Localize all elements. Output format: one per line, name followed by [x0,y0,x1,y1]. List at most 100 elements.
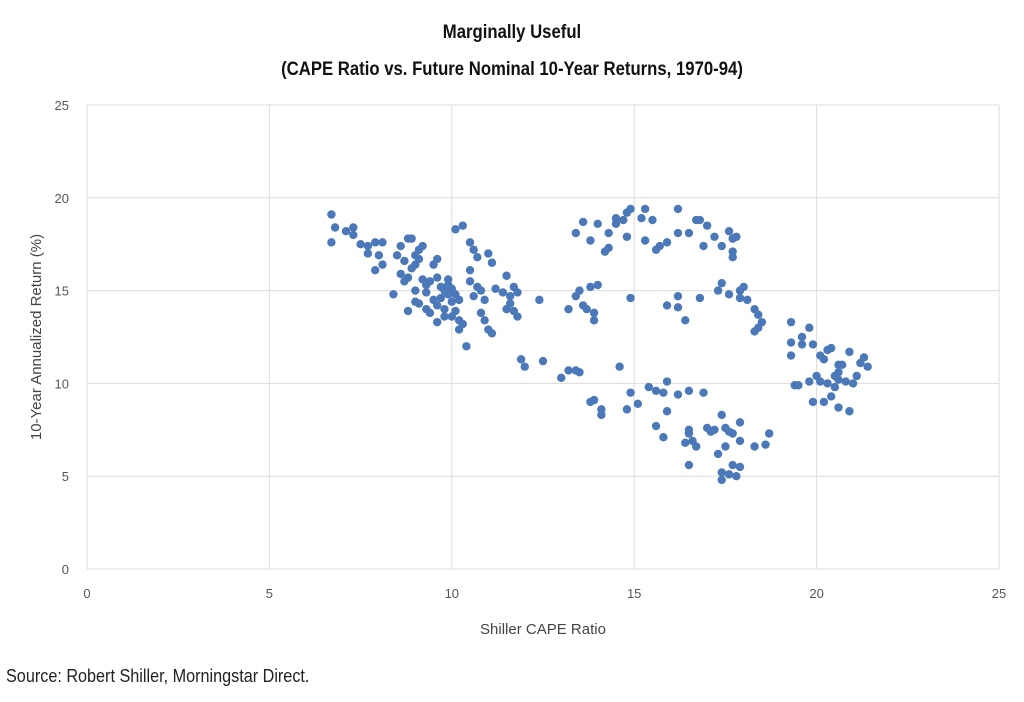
data-point [589,308,599,318]
data-point [692,442,701,451]
data-point [454,295,464,305]
data-point [728,429,737,438]
data-point [593,219,602,228]
data-point [578,217,588,227]
data-point [684,228,694,238]
data-point [808,397,818,407]
data-point [564,366,573,375]
data-point [378,260,387,269]
data-point [363,241,373,251]
data-point [735,293,745,303]
data-point [374,251,384,260]
data-point [673,291,683,301]
data-point [717,410,726,420]
data-point [826,343,836,353]
data-point [378,238,387,247]
data-point [713,449,723,459]
data-point [400,277,409,286]
data-point [724,470,734,479]
data-point [392,251,402,260]
data-point [469,291,478,301]
data-point [370,238,380,247]
data-point [611,219,621,228]
data-point [659,388,668,397]
data-point [662,301,672,310]
x-axis-label: Shiller CAPE Ratio [480,621,606,638]
data-point [655,241,664,251]
data-point [414,299,424,308]
data-point [816,377,825,386]
data-point [786,338,796,347]
data-point [633,399,643,409]
data-point [589,395,599,405]
data-point [805,377,814,386]
data-point [845,347,854,357]
data-point [750,442,759,451]
data-point [717,278,726,288]
data-point [586,282,595,292]
data-point [786,351,796,360]
data-point [805,323,814,332]
data-point [516,355,526,364]
data-point [826,392,836,401]
data-point [535,295,544,305]
data-point [640,236,650,245]
data-point [651,386,661,396]
data-point [637,214,646,223]
y-tick-label: 15 [55,284,69,299]
data-point [571,228,581,238]
data-point [834,403,843,412]
data-point [732,232,741,241]
tick-labels: 0 5 10 15 20 25 0 5 10 15 20 25 [55,98,1007,601]
data-point [859,353,869,362]
data-point [476,286,486,295]
data-point [764,429,774,438]
data-point [433,301,442,310]
data-point [564,304,573,314]
data-point [505,291,515,301]
data-point [721,442,730,451]
data-point [808,340,818,349]
data-point [622,405,632,414]
source-note: Source: Robert Shiller, Morningstar Dire… [6,666,310,686]
data-point [513,288,522,297]
data-point [593,280,602,290]
data-point [717,241,726,251]
data-point [699,241,708,251]
data-point [684,425,694,434]
data-point [684,386,694,396]
data-point [349,223,358,232]
data-points [327,204,872,485]
data-point [754,323,763,332]
data-point [589,316,599,325]
chart-title: Marginally Useful [442,22,582,43]
data-point [794,381,803,390]
data-point [582,304,591,314]
data-point [699,388,708,397]
data-point [403,306,413,316]
data-point [476,308,486,318]
data-point [433,254,442,264]
data-point [396,269,405,279]
x-tick-label: 15 [627,586,641,601]
data-point [597,405,606,414]
data-point [834,368,843,377]
data-point [586,236,595,245]
y-tick-label: 25 [55,98,69,113]
data-point [356,240,365,249]
data-point [480,316,489,325]
data-point [863,362,872,371]
x-tick-label: 20 [809,586,823,601]
data-point [622,232,632,241]
data-point [673,204,683,214]
y-tick-label: 0 [62,562,69,577]
data-point [739,282,748,292]
data-point [695,293,705,303]
data-point [349,230,358,240]
data-point [797,332,807,342]
data-point [443,275,453,284]
data-point [673,390,683,399]
data-point [433,317,442,327]
data-point [837,360,847,370]
